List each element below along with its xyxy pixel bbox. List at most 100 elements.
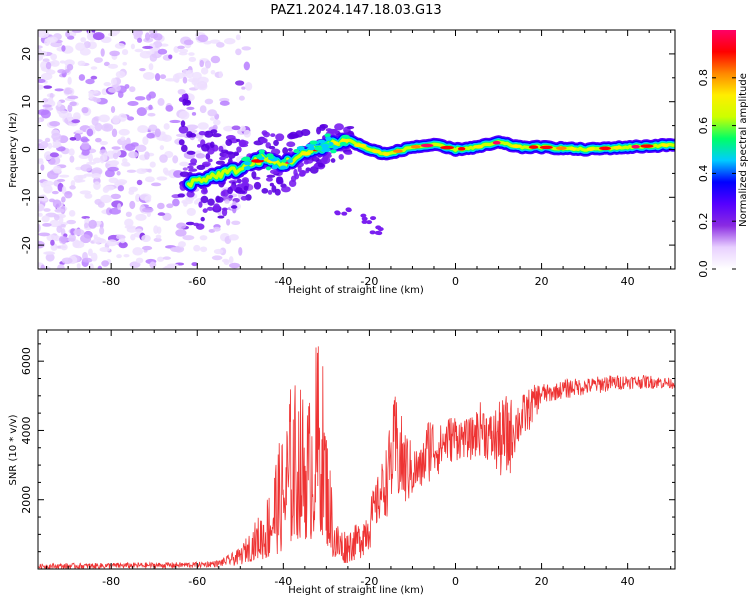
spectrogram-noise-cell: [154, 73, 161, 82]
spectrogram-noise-cell: [228, 256, 234, 264]
spectrogram-noise-cell: [135, 144, 147, 153]
snr-frame: [37, 329, 676, 570]
spectrogram-noise-cell: [92, 32, 105, 41]
spectrogram-signal-cell: [325, 136, 332, 141]
spectrogram-noise-cell: [93, 181, 101, 190]
spectrogram-signal-cell: [237, 183, 245, 187]
spectrogram-noise-cell: [231, 125, 241, 131]
spectrogram-noise-cell: [116, 254, 122, 259]
spectrogram-noise-cell: [103, 185, 115, 191]
spectrogram-noise-cell: [148, 91, 157, 99]
spectrogram-noise-cell: [110, 77, 117, 86]
spectrogram-signal-cell: [225, 138, 233, 146]
spectrogram-signal-cell: [185, 221, 195, 226]
spectrogram-signal-cell: [270, 133, 276, 138]
spectrogram-signal-cell: [297, 165, 302, 173]
spectrogram-x-tick-label: -80: [102, 275, 120, 288]
spectrogram-signal-cell: [319, 124, 326, 131]
spectrogram-noise-cell: [197, 122, 209, 130]
spectrogram-noise-cell: [110, 193, 121, 200]
spectrogram-peak-cell: [528, 145, 539, 149]
spectrogram-stray-cell: [361, 219, 368, 224]
spectrogram-noise-cell: [99, 226, 105, 235]
spectrogram-noise-cell: [46, 234, 57, 242]
spectrogram-x-tick-label: -60: [188, 275, 206, 288]
spectrogram-signal-cell: [200, 195, 209, 204]
spectrogram-noise-cell: [162, 256, 171, 260]
spectrogram-signal-cell: [317, 139, 326, 144]
spectrogram-noise-cell: [80, 164, 93, 172]
snr-x-tick-label: -60: [188, 575, 206, 588]
spectrogram-noise-cell: [83, 41, 91, 49]
spectrogram-noise-cell: [145, 50, 155, 55]
spectrogram-noise-cell: [126, 169, 137, 173]
spectrogram-peak-cell: [492, 140, 501, 145]
spectrogram-signal-cell: [251, 171, 257, 179]
spectrogram-noise-cell: [85, 78, 95, 85]
spectrogram-stray-cell: [341, 211, 348, 216]
spectrogram-signal-cell: [274, 188, 281, 196]
spectrogram-noise-cell: [137, 125, 149, 134]
spectrogram-signal-cell: [341, 134, 350, 139]
spectrogram-noise-cell: [63, 89, 73, 95]
spectrogram-noise-cell: [53, 214, 60, 221]
spectrogram-noise-cell: [241, 86, 246, 90]
spectrogram-noise-cell: [243, 61, 250, 71]
spectrogram-noise-cell: [103, 81, 112, 87]
spectrogram-noise-cell: [38, 54, 44, 61]
spectrogram-noise-cell: [164, 265, 177, 269]
snr-panel: -80 -60 -40 -20 0 20 40 2000 4000 6000 Height of…: [8, 329, 676, 596]
spectrogram-noise-cell: [160, 43, 169, 47]
spectrogram-noise-cell: [224, 199, 230, 204]
spectrogram-signal-cell: [339, 141, 347, 146]
spectrogram-peak-cell: [640, 144, 654, 148]
spectrogram-noise-cell: [243, 129, 251, 138]
spectrogram-signal-cell: [198, 130, 206, 136]
spectrogram-noise-cell: [193, 80, 201, 90]
spectrogram-peak-cell: [410, 144, 421, 149]
spectrogram-noise-cell: [147, 112, 156, 117]
spectrogram-noise-cell: [102, 152, 108, 161]
spectrogram-noise-cell: [191, 262, 198, 267]
spectrogram-signal-cell: [332, 145, 339, 150]
spectrogram-noise-cell: [112, 152, 119, 160]
spectrogram-noise-cell: [43, 85, 53, 89]
spectrogram-noise-cell: [38, 232, 51, 237]
spectrogram-signal-cell: [253, 181, 262, 190]
spectrogram-noise-cell: [77, 60, 86, 67]
spectrogram-noise-cell: [86, 161, 97, 165]
spectrogram-noise-cell: [178, 241, 186, 248]
spectrogram-noise-cell: [130, 234, 136, 241]
spectrogram-noise-cell: [144, 176, 155, 183]
spectrogram-noise-cell: [134, 96, 146, 101]
spectrogram-signal-cell: [233, 151, 239, 156]
spectrogram-noise-cell: [238, 95, 245, 101]
spectrogram-signal-cell: [196, 164, 206, 171]
spectrogram-noise-cell: [56, 100, 62, 107]
colorbar-tick-label: 0.0: [697, 260, 710, 278]
spectrogram-noise-cell: [40, 264, 46, 269]
spectrogram-panel: -80 -60 -40 -20 0 20 40 -20 -10 0 10 20 Height of …: [8, 29, 676, 296]
spectrogram-signal-cell: [217, 215, 225, 219]
spectrogram-noise-cell: [61, 45, 66, 52]
spectrogram-noise-cell: [136, 179, 143, 186]
spectrogram-noise-cell: [47, 142, 53, 149]
spectrogram-noise-cell: [139, 68, 146, 72]
spectrogram-noise-cell: [91, 169, 102, 175]
spectrogram-noise-cell: [42, 180, 54, 187]
spectrogram-noise-cell: [179, 161, 190, 167]
spectrogram-signal-cell: [321, 145, 327, 150]
snr-y-axis-title: SNR (10 * v/v): [8, 414, 19, 485]
spectrogram-noise-cell: [182, 167, 188, 171]
spectrogram-signal-cell: [261, 188, 269, 194]
spectrogram-noise-cell: [99, 246, 111, 253]
spectrogram-peak-cell: [599, 146, 612, 151]
spectrogram-signal-cell: [267, 189, 273, 195]
spectrogram-noise-cell: [40, 109, 51, 119]
spectrogram-noise-cell: [175, 229, 187, 237]
colorbar-gradient: [712, 30, 736, 269]
spectrogram-noise-cell: [40, 197, 48, 202]
spectrogram-noise-cell: [43, 251, 55, 255]
spectrogram-peak-cell: [457, 147, 466, 151]
spectrogram-signal-cell: [275, 133, 285, 142]
